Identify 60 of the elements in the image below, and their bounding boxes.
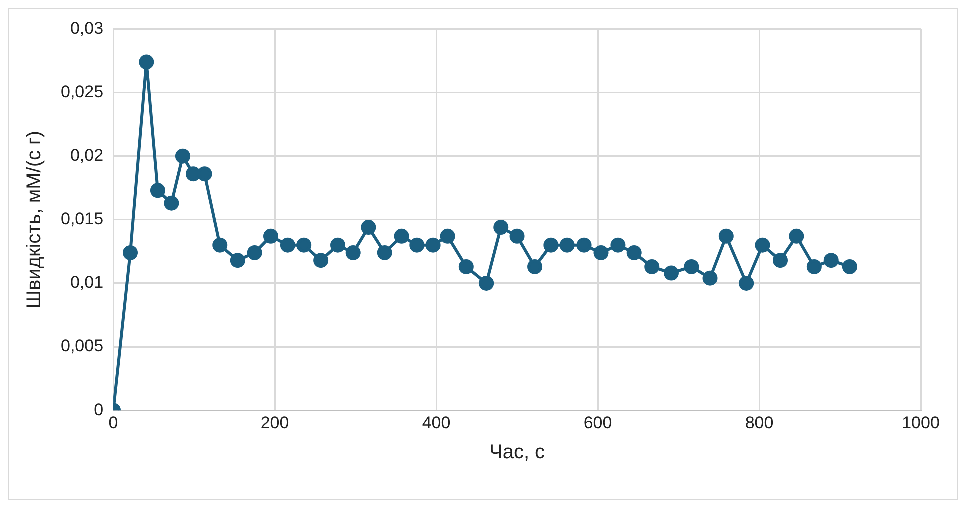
x-tick-label: 800 <box>745 413 774 432</box>
point <box>197 166 212 182</box>
point <box>824 253 839 268</box>
point <box>139 54 154 70</box>
point <box>528 259 543 274</box>
point <box>377 245 392 260</box>
point <box>314 253 329 268</box>
point <box>644 259 660 274</box>
point <box>361 220 376 236</box>
y-tick-label: 0,01 <box>70 273 104 292</box>
point <box>560 238 575 253</box>
point <box>186 166 201 182</box>
point <box>212 238 228 253</box>
point <box>755 238 770 253</box>
point <box>806 259 822 274</box>
point <box>346 245 361 260</box>
point <box>164 196 180 211</box>
point <box>664 266 679 281</box>
x-tick-label: 600 <box>584 413 612 432</box>
y-tick-label: 0 <box>94 400 104 420</box>
point <box>230 253 246 268</box>
point <box>702 270 718 286</box>
point <box>626 245 642 260</box>
point <box>494 220 509 236</box>
y-tick-label: 0,005 <box>60 336 104 356</box>
y-tick-label: 0,025 <box>60 82 104 102</box>
point <box>426 238 441 253</box>
point <box>684 259 700 274</box>
point <box>296 238 312 253</box>
point <box>280 238 296 253</box>
point <box>394 228 410 244</box>
y-axis-title: Швидкість, мМ/(с г) <box>24 130 46 309</box>
point <box>458 259 474 274</box>
point <box>789 228 804 244</box>
x-tick-label: 1000 <box>902 413 940 432</box>
x-tick-label: 400 <box>422 413 451 432</box>
point <box>479 276 494 291</box>
point <box>123 245 138 260</box>
point <box>263 228 278 244</box>
point <box>330 238 346 253</box>
point <box>247 245 262 260</box>
x-tick-label: 0 <box>108 413 118 432</box>
point <box>610 238 626 253</box>
y-tick-label: 0,015 <box>60 210 104 229</box>
point <box>544 238 559 253</box>
point <box>576 238 592 253</box>
x-tick-label: 200 <box>260 413 290 432</box>
point <box>410 238 425 253</box>
y-tick-label: 0,02 <box>70 146 104 166</box>
point <box>175 148 190 164</box>
point <box>510 228 525 244</box>
point <box>594 245 609 260</box>
point <box>842 259 858 274</box>
y-tick-label: 0,03 <box>70 18 104 38</box>
point <box>440 228 456 244</box>
point <box>718 228 734 244</box>
point <box>150 183 166 198</box>
point <box>773 253 788 268</box>
point <box>739 276 754 291</box>
x-axis-title: Час, с <box>489 442 546 464</box>
